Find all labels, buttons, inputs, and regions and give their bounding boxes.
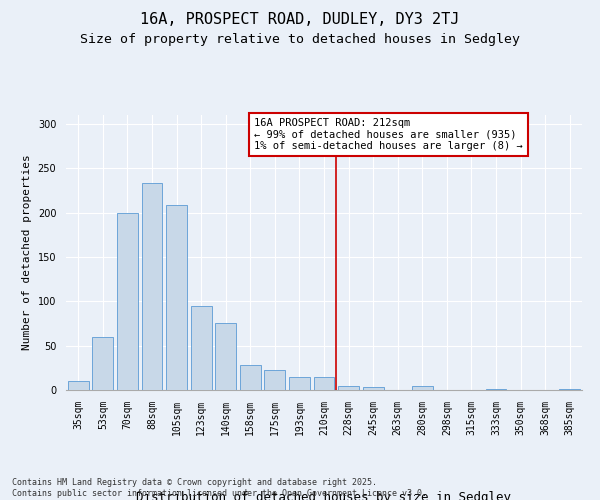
Bar (68, 381, 89, 390)
Bar (215, 324, 236, 390)
Bar (289, 376, 310, 390)
Bar (314, 376, 334, 390)
Text: 16A, PROSPECT ROAD, DUDLEY, DY3 2TJ: 16A, PROSPECT ROAD, DUDLEY, DY3 2TJ (140, 12, 460, 28)
Bar (338, 386, 359, 390)
Bar (142, 184, 163, 390)
X-axis label: Distribution of detached houses by size in Sedgley: Distribution of detached houses by size … (137, 490, 511, 500)
Bar (117, 212, 138, 390)
Bar (485, 389, 506, 390)
Text: Size of property relative to detached houses in Sedgley: Size of property relative to detached ho… (80, 32, 520, 46)
Bar (265, 370, 286, 390)
Bar (559, 389, 580, 390)
Text: Contains HM Land Registry data © Crown copyright and database right 2025.
Contai: Contains HM Land Registry data © Crown c… (12, 478, 427, 498)
Bar (166, 206, 187, 390)
Bar (240, 365, 261, 390)
Text: 16A PROSPECT ROAD: 212sqm
← 99% of detached houses are smaller (935)
1% of semi-: 16A PROSPECT ROAD: 212sqm ← 99% of detac… (254, 118, 523, 151)
Bar (362, 388, 383, 390)
Bar (92, 337, 113, 390)
Y-axis label: Number of detached properties: Number of detached properties (22, 154, 32, 350)
Bar (412, 386, 433, 390)
Bar (191, 306, 212, 390)
